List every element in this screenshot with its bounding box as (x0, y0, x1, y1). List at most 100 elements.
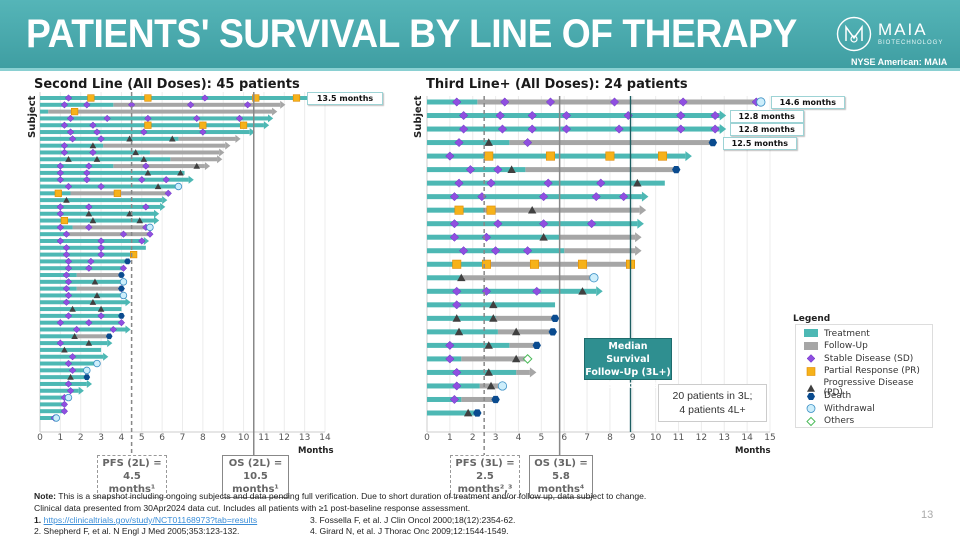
treatment-bar (40, 416, 57, 420)
progressive-disease-marker (457, 273, 466, 282)
follow-up-bar (48, 109, 273, 114)
patient-row (40, 141, 231, 150)
partial-response-marker (113, 189, 121, 197)
duration-callout: 12.8 months (729, 109, 804, 123)
partial-response-marker (529, 259, 539, 269)
progressive-disease-marker (65, 155, 72, 162)
patient-row (427, 178, 665, 188)
stable-disease-marker (138, 237, 146, 245)
follow-up-bar (72, 225, 150, 230)
patient-row (40, 94, 321, 102)
treatment-bar (40, 347, 102, 352)
stable-disease-marker (83, 101, 91, 109)
progressive-disease-marker (511, 354, 521, 363)
follow-up-bar (461, 275, 594, 281)
patient-row (40, 155, 223, 164)
legend-item-sd: Stable Disease (SD) (804, 353, 913, 364)
patient-row (40, 305, 122, 312)
patient-row (40, 319, 126, 327)
follow-up-bar (113, 102, 281, 107)
treatment-bar (40, 273, 77, 278)
patient-row (40, 114, 274, 123)
note-text: This is a snapshot including ongoing sub… (55, 491, 647, 501)
treatment-bar (40, 102, 114, 107)
withdrawal-marker (589, 273, 599, 283)
follow-up-bar (486, 261, 631, 267)
treatment-bar (40, 245, 146, 250)
others-marker (522, 354, 533, 364)
stable-disease-marker (806, 354, 816, 363)
x-tick-label: 6 (561, 433, 567, 443)
pr-legend-icon (806, 366, 816, 376)
progressive-disease-marker (89, 142, 97, 149)
partial-response-marker (60, 216, 69, 225)
stable-disease-marker (64, 278, 73, 286)
patient-row (40, 298, 131, 307)
patient-row (40, 244, 146, 252)
duration-callout: 12.8 months (729, 123, 804, 137)
patient-row (427, 340, 541, 350)
stable-disease-marker (72, 325, 81, 334)
patient-row (427, 232, 642, 243)
page-title: PATIENTS' SURVIVAL BY LINE OF THERAPY (26, 12, 797, 56)
ongoing-arrow (596, 286, 603, 297)
follow-up-bar (559, 234, 636, 240)
pfs-3l-value: 2.5 months²,³ (457, 471, 513, 495)
patient-row (427, 273, 599, 283)
treatment-bar (40, 259, 128, 264)
stable-disease-marker (117, 319, 126, 327)
patient-row (40, 393, 73, 402)
x-tick-label: 2 (78, 433, 84, 443)
patient-row (40, 407, 69, 415)
patient-row (427, 205, 647, 216)
stable-disease-marker (64, 257, 73, 266)
partial-response-marker (486, 205, 496, 215)
stable-disease-marker (243, 101, 252, 109)
x-tick-label: 2 (470, 433, 476, 443)
x-tick-label: 1 (57, 433, 63, 443)
progressive-disease-marker (97, 305, 105, 312)
patients-4l-text: 4 patients 4L+ (679, 404, 746, 416)
patient-row (40, 196, 168, 205)
stable-disease-marker (60, 407, 69, 415)
patient-row (40, 352, 109, 361)
x-tick-label: 9 (220, 433, 226, 443)
treatment-bar (427, 194, 642, 200)
stable-disease-marker (452, 97, 462, 107)
ref1-link[interactable]: https://clinicaltrials.gov/study/NCT0116… (43, 515, 258, 525)
follow-up-bar (516, 369, 530, 375)
stable-disease-marker (539, 219, 549, 229)
patient-count-box: 20 patients in 3L; 4 patients 4L+ (658, 384, 767, 422)
pfs-3l-box: PFS (3L) = 2.5 months²,³ (450, 455, 520, 498)
treatment-bar (427, 221, 638, 227)
legend-item-pr: Partial Response (PR) (804, 366, 920, 377)
stable-disease-marker (486, 178, 496, 188)
patient-row (427, 300, 556, 310)
stable-disease-marker (56, 169, 65, 177)
stable-disease-marker (56, 210, 65, 218)
treatment-bar (427, 140, 510, 146)
progressive-disease-marker (527, 205, 537, 214)
patient-row (40, 216, 160, 225)
treatment-bar (40, 300, 126, 305)
stable-disease-marker (62, 298, 71, 306)
treatment-bar (40, 286, 77, 291)
stable-disease-marker (445, 151, 455, 161)
withdrawal-marker (806, 404, 816, 413)
x-tick-label: 12 (279, 433, 290, 443)
partial-response-marker (545, 151, 555, 161)
stable-disease-marker (561, 124, 572, 134)
pfs-2l-box: PFS (2L) = 4.5 months¹ (97, 455, 167, 498)
stable-disease-marker (64, 359, 73, 368)
progressive-disease-marker (140, 155, 148, 162)
follow-up-bar (564, 248, 636, 254)
progressive-disease-marker (486, 381, 496, 390)
sd-legend-icon (806, 354, 816, 363)
stable-disease-marker (83, 176, 91, 184)
x-tick-label: 5 (538, 433, 544, 443)
os-2l-box: OS (2L) = 10.5 months¹ (222, 455, 289, 498)
treatment-bar (40, 116, 268, 121)
stable-disease-marker (449, 219, 459, 229)
patient-row (427, 394, 500, 405)
stable-disease-marker (459, 124, 469, 134)
